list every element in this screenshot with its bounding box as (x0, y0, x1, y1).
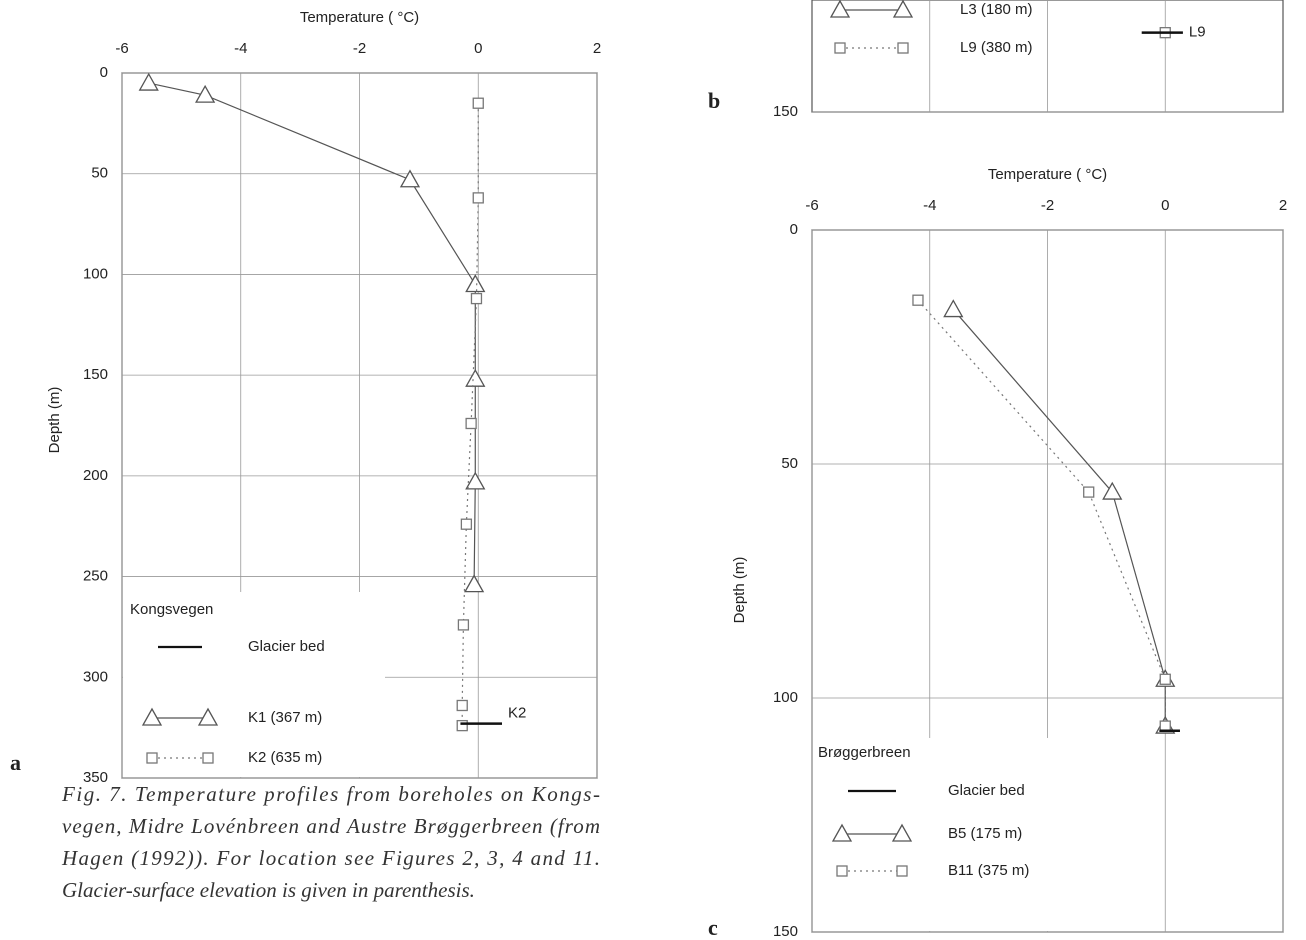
triangle-marker (399, 169, 421, 188)
triangle-marker (138, 72, 159, 91)
x-tick-label: -4 (923, 197, 936, 214)
caption-line: Glacier-surface elevation is given in pa… (62, 878, 475, 902)
x-tick-label: 2 (1279, 197, 1287, 214)
x-tick-label: -6 (115, 40, 128, 57)
series-line (952, 309, 1166, 727)
triangle-marker (1102, 481, 1123, 500)
triangle-marker (831, 823, 853, 842)
y-tick-label: 100 (773, 689, 798, 706)
square-marker (456, 719, 468, 732)
caption-line: Hagen (1992)). For location see Figures … (61, 846, 600, 870)
y-tick-label: 0 (790, 221, 798, 238)
y-tick-label: 200 (83, 467, 108, 484)
y-tick-label: 250 (83, 568, 108, 585)
legend-box (123, 592, 385, 777)
square-marker (1159, 673, 1171, 685)
legend-label: K1 (367 m) (248, 709, 322, 726)
y-tick-label: 350 (83, 769, 108, 786)
square-marker (897, 42, 909, 54)
legend-label: L9 (380 m) (960, 39, 1033, 56)
caption-line: Fig. 7. Temperature profiles from boreho… (61, 782, 600, 806)
triangle-marker (465, 368, 486, 387)
caption-line: vegen, Midre Lovénbreen and Austre Brøgg… (62, 814, 600, 838)
triangle-marker (197, 707, 219, 726)
x-tick-label: -2 (1041, 197, 1054, 214)
legend-title: Brøggerbreen (818, 744, 911, 761)
x-tick-label: 2 (593, 40, 601, 57)
x-tick-label: -6 (805, 197, 818, 214)
square-marker (834, 42, 846, 54)
glacier-bed-label: K2 (508, 705, 526, 722)
square-marker (470, 292, 483, 305)
triangle-marker (892, 0, 914, 18)
y-tick-label: 300 (83, 668, 108, 685)
y-tick-label: 100 (83, 265, 108, 282)
square-marker (836, 865, 848, 877)
legend-label: K2 (635 m) (248, 749, 322, 766)
y-axis-title: Depth (m) (731, 557, 748, 624)
square-marker (912, 294, 924, 306)
y-tick-label: 150 (773, 923, 798, 940)
square-marker (457, 619, 470, 631)
series-line (148, 82, 476, 585)
y-tick-label: 0 (100, 64, 108, 81)
square-marker (146, 752, 158, 764)
legend-label: Glacier bed (948, 782, 1025, 799)
y-tick-label: 50 (91, 165, 108, 182)
legend-label: L3 (180 m) (960, 1, 1033, 18)
legend-label: B5 (175 m) (948, 825, 1022, 842)
y-tick-label: 150 (773, 103, 798, 120)
square-marker (896, 865, 908, 877)
y-axis-title: Depth (m) (46, 387, 63, 454)
y-tick-label: 150 (83, 366, 108, 383)
triangle-marker (465, 471, 486, 490)
panel-letter: b (708, 88, 720, 113)
square-marker (202, 752, 214, 764)
y-tick-label: 50 (781, 455, 798, 472)
square-marker (456, 699, 468, 712)
triangle-marker (465, 274, 486, 293)
square-marker (460, 518, 473, 530)
legend-label: B11 (375 m) (948, 862, 1029, 879)
legend-title: Kongsvegen (130, 601, 213, 618)
legend-label: Glacier bed (248, 638, 325, 655)
triangle-marker (891, 823, 913, 842)
x-axis-title: Temperature ( °C) (300, 9, 419, 26)
triangle-marker (829, 0, 851, 18)
panel-letter: c (708, 915, 718, 940)
square-marker (472, 97, 484, 109)
x-tick-label: -4 (234, 40, 247, 57)
panel-letter: a (10, 750, 21, 775)
triangle-marker (463, 574, 485, 593)
x-axis-title: Temperature ( °C) (988, 166, 1107, 183)
x-tick-label: 0 (474, 40, 482, 57)
glacier-bed-label: L9 (1189, 24, 1206, 41)
square-marker (1083, 486, 1095, 498)
series-line (461, 103, 479, 726)
triangle-marker (141, 707, 163, 726)
x-tick-label: 0 (1161, 197, 1169, 214)
triangle-marker (195, 84, 216, 103)
square-marker (472, 192, 484, 204)
square-marker (465, 417, 477, 430)
series-line (917, 299, 1166, 727)
triangle-marker (943, 299, 964, 318)
x-tick-label: -2 (353, 40, 366, 57)
